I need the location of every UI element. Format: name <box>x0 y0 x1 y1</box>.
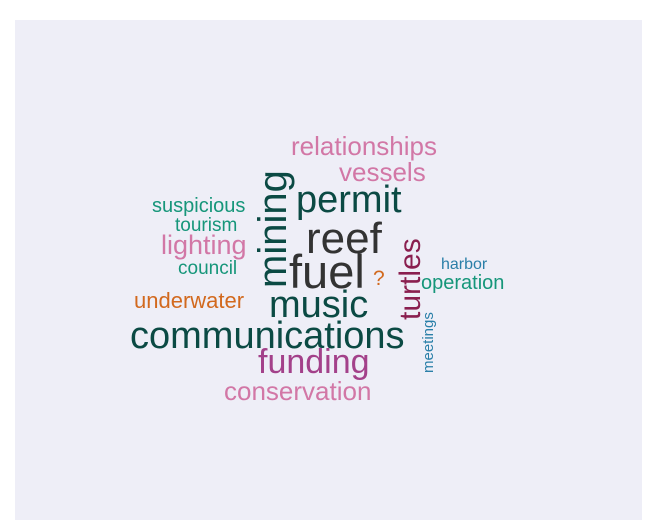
word-funding: funding <box>258 343 370 381</box>
word-conservation: conservation <box>224 376 372 406</box>
word-operation: operation <box>421 272 505 294</box>
word-tourism: tourism <box>175 215 238 236</box>
word-council: council <box>178 258 238 279</box>
word-vessels: vessels <box>339 157 426 187</box>
word-music: music <box>269 284 369 326</box>
word-fuel: fuel <box>289 245 365 298</box>
word-reef: reef <box>306 214 382 263</box>
word-question: ? <box>373 267 385 290</box>
word-permit: permit <box>296 179 402 221</box>
word-cloud-panel: relationships vessels permit suspicious … <box>15 20 642 520</box>
word-underwater: underwater <box>134 288 245 313</box>
word-mining: mining <box>251 170 295 288</box>
word-meetings: meetings <box>420 312 437 373</box>
word-communications: communications <box>130 315 405 357</box>
word-harbor: harbor <box>441 256 488 273</box>
word-lighting: lighting <box>161 230 247 260</box>
word-suspicious: suspicious <box>152 195 246 217</box>
word-relationships: relationships <box>291 131 437 161</box>
